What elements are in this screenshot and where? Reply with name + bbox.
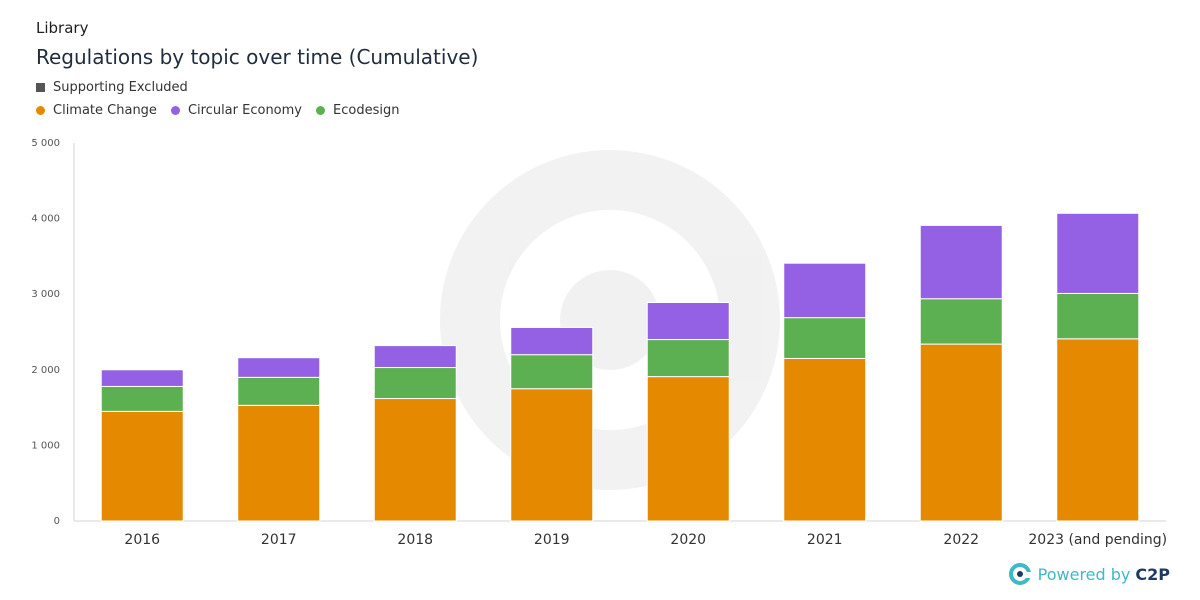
legend-filter-row: Supporting Excluded [36, 80, 202, 95]
bar-climate-change[interactable] [100, 410, 184, 522]
bar-circular-economy[interactable] [100, 369, 184, 387]
legend-label: Climate Change [53, 103, 157, 118]
bar-circular-economy[interactable] [510, 326, 594, 356]
y-tick-label: 0 [54, 516, 60, 527]
x-tick-label: 2021 [807, 532, 843, 548]
y-tick-label: 5 000 [31, 138, 60, 149]
legend-series-row: Climate Change Circular Economy Ecodesig… [36, 103, 413, 118]
bar-climate-change[interactable] [373, 398, 457, 522]
bar-ecodesign[interactable] [919, 298, 1003, 345]
legend-filter-label: Supporting Excluded [53, 80, 188, 95]
bar-circular-economy[interactable] [237, 357, 321, 378]
bar-climate-change[interactable] [919, 343, 1003, 522]
brand-label: C2P [1135, 564, 1170, 584]
y-tick-label: 4 000 [31, 214, 60, 225]
y-tick-label: 2 000 [31, 365, 60, 376]
c2p-logo-icon [1008, 563, 1032, 585]
bar-circular-economy[interactable] [373, 345, 457, 369]
bar-climate-change[interactable] [237, 404, 321, 522]
bar-ecodesign[interactable] [646, 339, 730, 378]
library-label: Library [36, 19, 89, 37]
legend-item-climate-change[interactable]: Climate Change [36, 103, 157, 118]
x-tick-label: 2019 [534, 532, 570, 548]
x-tick-label: 2020 [670, 532, 706, 548]
x-tick-label: 2016 [124, 532, 160, 548]
bar-ecodesign[interactable] [237, 376, 321, 406]
legend-item-ecodesign[interactable]: Ecodesign [316, 103, 399, 118]
bar-ecodesign[interactable] [1056, 292, 1140, 340]
bar-circular-economy[interactable] [783, 262, 867, 319]
square-icon [36, 83, 45, 92]
dot-icon [36, 106, 45, 115]
bar-ecodesign[interactable] [100, 385, 184, 412]
x-tick-label: 2023 (and pending) [1028, 532, 1167, 548]
powered-by-label: Powered by [1037, 564, 1131, 584]
bar-circular-economy[interactable] [646, 302, 730, 341]
legend-item-circular-economy[interactable]: Circular Economy [170, 103, 302, 118]
powered-by-badge[interactable]: Powered by C2P [1008, 562, 1170, 586]
bar-ecodesign[interactable] [510, 354, 594, 390]
bar-ecodesign[interactable] [373, 367, 457, 400]
x-tick-label: 2018 [397, 532, 433, 548]
bar-climate-change[interactable] [783, 357, 867, 522]
bar-circular-economy[interactable] [1056, 212, 1140, 294]
dot-icon [170, 106, 180, 115]
bar-ecodesign[interactable] [783, 317, 867, 359]
chart-title: Regulations by topic over time (Cumulati… [36, 45, 479, 69]
legend-filter-supporting-excluded[interactable]: Supporting Excluded [36, 80, 188, 95]
dot-icon [316, 106, 325, 115]
legend-label: Circular Economy [187, 103, 302, 118]
bar-climate-change[interactable] [646, 376, 730, 522]
y-tick-label: 3 000 [31, 289, 60, 300]
x-tick-label: 2022 [943, 532, 979, 548]
y-tick-label: 1 000 [31, 440, 60, 451]
bar-climate-change[interactable] [1056, 338, 1140, 522]
legend-label: Ecodesign [333, 103, 400, 118]
bar-circular-economy[interactable] [919, 224, 1003, 300]
bar-climate-change[interactable] [510, 388, 594, 522]
x-tick-label: 2017 [261, 532, 297, 548]
